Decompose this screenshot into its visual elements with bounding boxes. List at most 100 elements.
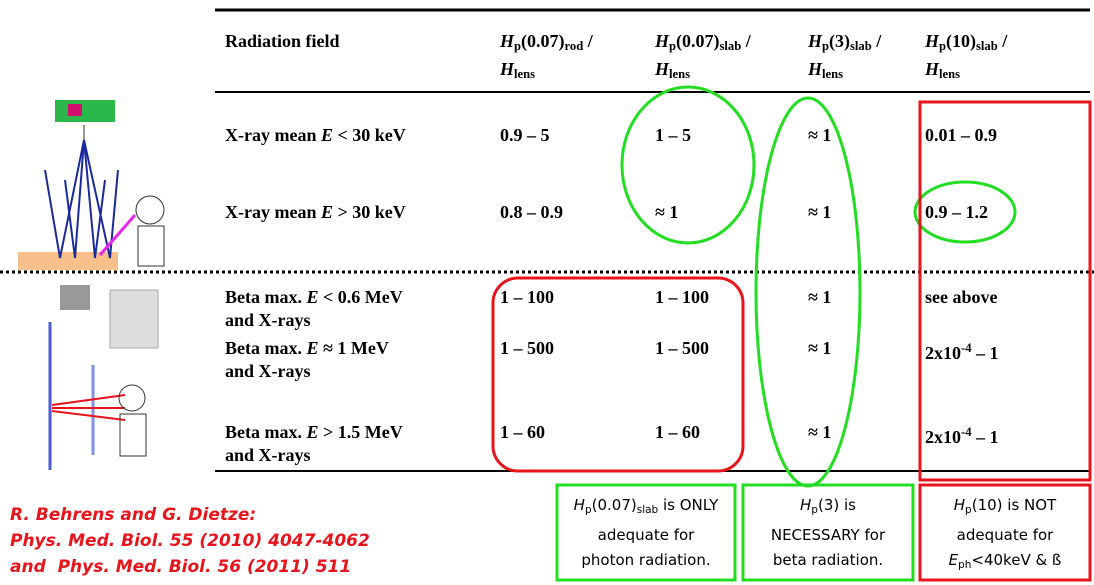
text-line: NECESSARY for xyxy=(743,523,913,548)
text-fragment: / xyxy=(583,31,593,51)
value-cell: ≈ 1 xyxy=(808,286,831,309)
value-cell: 0.9 – 1.2 xyxy=(925,201,988,224)
text-fragment: (3) xyxy=(829,31,850,51)
text-fragment: and X-rays xyxy=(225,310,311,330)
value-cell: see above xyxy=(925,286,997,309)
text-fragment: beta radiation. xyxy=(773,551,883,569)
text-line: and X-rays xyxy=(225,360,389,383)
text-fragment: 0.8 – 0.9 xyxy=(500,202,563,222)
value-cell: ≈ 1 xyxy=(808,201,831,224)
text-line: ≈ 1 xyxy=(808,201,831,224)
text-fragment: E xyxy=(949,551,958,569)
text-fragment: 0.01 – 0.9 xyxy=(925,125,997,145)
text-line: Radiation field xyxy=(225,30,340,53)
subscript: p xyxy=(669,39,676,53)
text-line: Hp(3)slab / xyxy=(808,30,881,58)
header-cell: Hp(0.07)slab /Hlens xyxy=(655,30,751,86)
text-line: 1 – 60 xyxy=(655,421,700,444)
subscript: p xyxy=(514,39,521,53)
value-cell: 1 – 500 xyxy=(655,337,709,360)
text-fragment: 2x10 xyxy=(925,427,961,447)
text-line: 2x10-4 – 1 xyxy=(925,421,999,449)
text-fragment: (0.07) xyxy=(521,31,565,51)
text-fragment: NECESSARY for xyxy=(771,526,885,544)
text-fragment: H xyxy=(574,496,585,514)
text-fragment: > 30 keV xyxy=(333,202,406,222)
text-fragment: – 1 xyxy=(972,427,999,447)
text-fragment: 1 – 60 xyxy=(500,422,545,442)
subscript: p xyxy=(965,504,972,516)
text-fragment: <40keV & ß xyxy=(971,551,1061,569)
text-fragment: (3) is xyxy=(818,496,856,514)
text-fragment: X-ray mean xyxy=(225,125,321,145)
text-fragment: (0.07) xyxy=(592,496,637,514)
text-line: Beta max. E ≈ 1 MeV xyxy=(225,337,389,360)
text-fragment: E xyxy=(306,287,318,307)
value-cell: 1 – 60 xyxy=(655,421,700,444)
text-line: adequate for xyxy=(557,523,735,548)
subscript: slab xyxy=(637,504,659,516)
superscript: -4 xyxy=(961,425,972,439)
header-cell: Hp(0.07)rod /Hlens xyxy=(500,30,593,86)
text-line: and X-rays xyxy=(225,309,403,332)
subscript: lens xyxy=(514,67,535,81)
subscript: p xyxy=(811,504,818,516)
text-fragment: > 1.5 MeV xyxy=(319,422,403,442)
text-fragment: adequate for xyxy=(957,526,1054,544)
text-fragment: Beta max. xyxy=(225,422,306,442)
text-line: 1 – 5 xyxy=(655,124,691,147)
field-cell: Beta max. E > 1.5 MeV and X-rays xyxy=(225,421,403,467)
text-fragment: / xyxy=(741,31,751,51)
text-fragment: E xyxy=(306,422,318,442)
text-fragment: 2x10 xyxy=(925,343,961,363)
text-fragment: H xyxy=(655,31,669,51)
text-fragment: Radiation field xyxy=(225,31,340,51)
subscript: p xyxy=(585,504,592,516)
text-line: Hp(0.07)rod / xyxy=(500,30,593,58)
text-line: Beta max. E < 0.6 MeV xyxy=(225,286,403,309)
field-cell: X-ray mean E > 30 keV xyxy=(225,201,406,224)
subscript: lens xyxy=(822,67,843,81)
text-fragment: H xyxy=(500,59,514,79)
text-fragment: ≈ 1 xyxy=(808,125,831,145)
subscript: ph xyxy=(958,559,971,571)
subscript: lens xyxy=(939,67,960,81)
value-cell: 1 – 500 xyxy=(500,337,554,360)
text-line: 1 – 100 xyxy=(655,286,709,309)
field-cell: X-ray mean E < 30 keV xyxy=(225,124,406,147)
text-fragment: 1 – 500 xyxy=(500,338,554,358)
value-cell: 1 – 5 xyxy=(655,124,691,147)
text-fragment: ≈ 1 xyxy=(808,202,831,222)
text-fragment: H xyxy=(500,31,514,51)
text-line: ≈ 1 xyxy=(655,201,678,224)
text-fragment: < 30 keV xyxy=(333,125,406,145)
text-fragment: and X-rays xyxy=(225,445,311,465)
superscript: -4 xyxy=(961,341,972,355)
text-line: Hp(0.07)slab is ONLY xyxy=(557,493,735,523)
slide: Radiation fieldHp(0.07)rod /HlensHp(0.07… xyxy=(0,0,1094,585)
text-fragment: and X-rays xyxy=(225,361,311,381)
text-line: Hlens xyxy=(808,58,881,86)
text-line: 0.8 – 0.9 xyxy=(500,201,563,224)
text-fragment: / xyxy=(872,31,882,51)
text-fragment: 0.9 – 1.2 xyxy=(925,202,988,222)
text-line: Hp(10) is NOT xyxy=(920,493,1090,523)
text-fragment: / xyxy=(998,31,1008,51)
text-line: 1 – 500 xyxy=(500,337,554,360)
value-cell: 1 – 100 xyxy=(500,286,554,309)
text-line: 1 – 500 xyxy=(655,337,709,360)
header-cell: Radiation field xyxy=(225,30,340,53)
value-cell: 1 – 100 xyxy=(655,286,709,309)
text-fragment: H xyxy=(954,496,965,514)
value-cell: 0.8 – 0.9 xyxy=(500,201,563,224)
text-fragment: 1 – 500 xyxy=(655,338,709,358)
subscript: rod xyxy=(565,39,584,53)
text-fragment: ≈ 1 xyxy=(655,202,678,222)
text-fragment: 0.9 – 5 xyxy=(500,125,550,145)
text-line: 1 – 60 xyxy=(500,421,545,444)
text-fragment: H xyxy=(655,59,669,79)
text-line: beta radiation. xyxy=(743,548,913,573)
